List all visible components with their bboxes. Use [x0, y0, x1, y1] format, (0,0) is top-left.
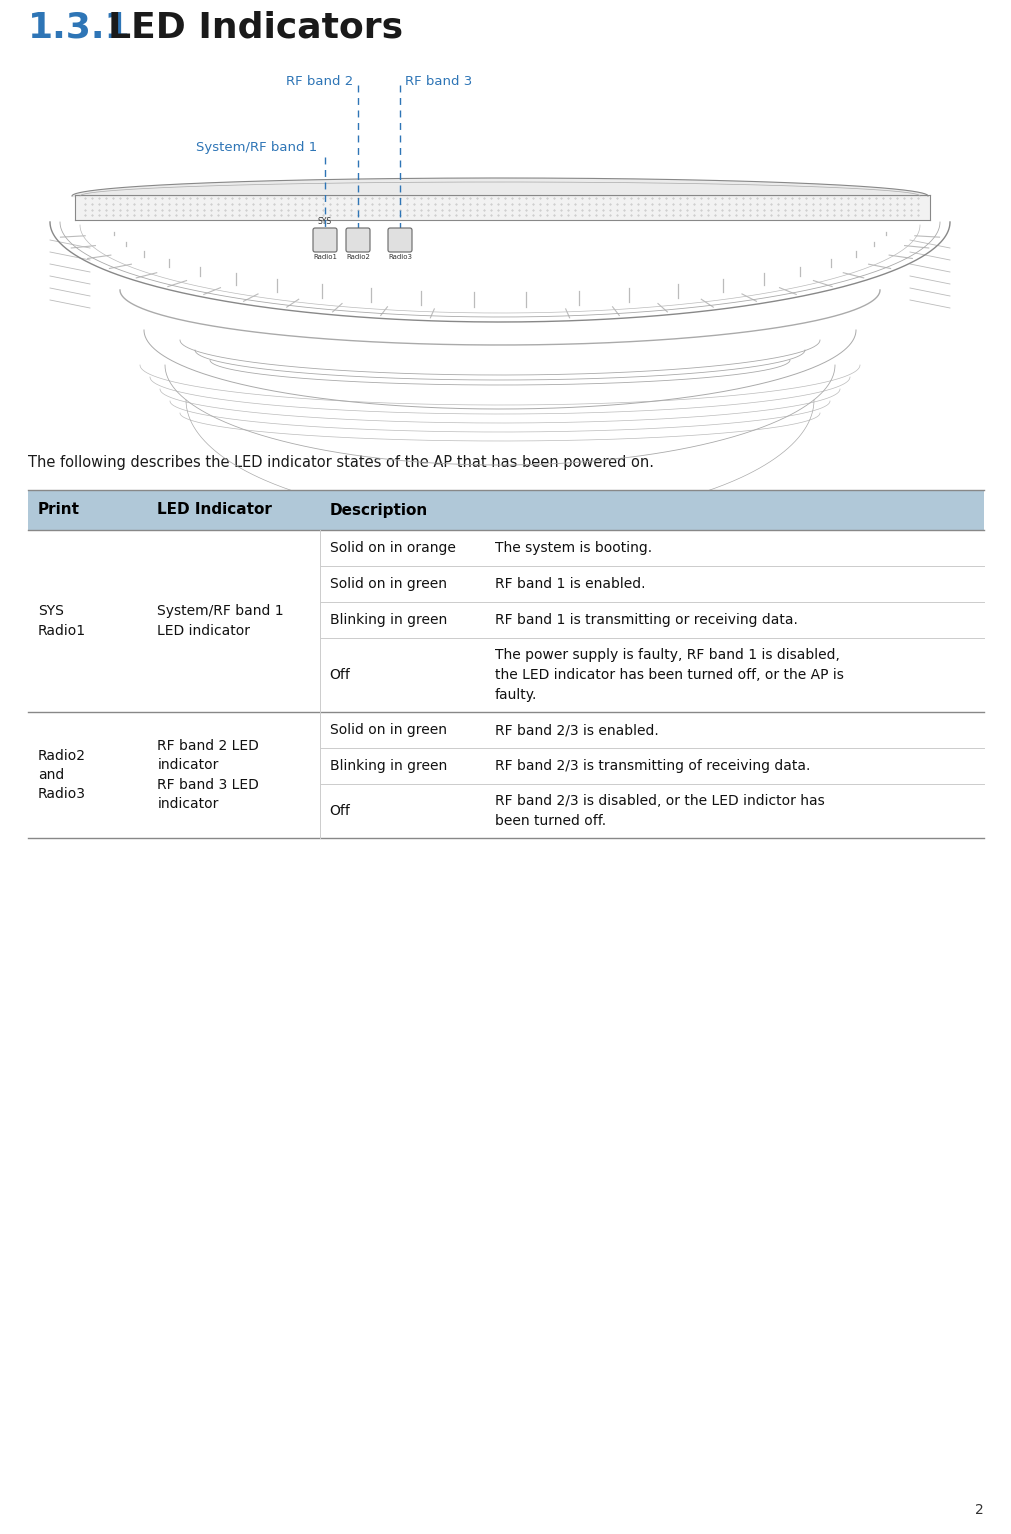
Text: Radio1: Radio1	[312, 255, 337, 259]
Text: RF band 1 is transmitting or receiving data.: RF band 1 is transmitting or receiving d…	[494, 614, 797, 627]
Text: LED Indicator: LED Indicator	[158, 503, 272, 517]
Text: RF band 2/3 is enabled.: RF band 2/3 is enabled.	[494, 723, 658, 736]
Text: The system is booting.: The system is booting.	[494, 542, 651, 555]
Text: System/RF band 1
LED indicator: System/RF band 1 LED indicator	[158, 604, 284, 638]
Text: Solid on in orange: Solid on in orange	[330, 542, 455, 555]
Text: Off: Off	[330, 804, 350, 818]
Bar	[28, 712, 983, 838]
Text: Radio2: Radio2	[346, 255, 370, 259]
Text: RF band 3: RF band 3	[404, 75, 472, 87]
Text: SYS
Radio1: SYS Radio1	[38, 604, 86, 638]
Text: Solid on in green: Solid on in green	[330, 577, 446, 591]
Text: LED Indicators: LED Indicators	[108, 11, 402, 44]
Text: Blinking in green: Blinking in green	[330, 614, 447, 627]
Text: Blinking in green: Blinking in green	[330, 759, 447, 773]
Text: Solid on in green: Solid on in green	[330, 723, 446, 736]
Text: SYS: SYS	[317, 216, 332, 225]
Text: Radio3: Radio3	[387, 255, 411, 259]
Text: RF band 1 is enabled.: RF band 1 is enabled.	[494, 577, 644, 591]
FancyBboxPatch shape	[312, 229, 337, 252]
Text: 1.3.1: 1.3.1	[28, 11, 130, 44]
Text: RF band 2/3 is disabled, or the LED indictor has
been turned off.: RF band 2/3 is disabled, or the LED indi…	[494, 795, 824, 828]
Text: 2: 2	[975, 1503, 983, 1517]
Bar	[28, 489, 983, 531]
FancyBboxPatch shape	[387, 229, 411, 252]
Bar	[28, 531, 983, 712]
Text: The following describes the LED indicator states of the AP that has been powered: The following describes the LED indicato…	[28, 456, 653, 469]
Text: RF band 2/3 is transmitting of receiving data.: RF band 2/3 is transmitting of receiving…	[494, 759, 809, 773]
Text: System/RF band 1: System/RF band 1	[195, 141, 316, 155]
FancyBboxPatch shape	[346, 229, 370, 252]
Text: Description: Description	[330, 503, 428, 517]
Text: The power supply is faulty, RF band 1 is disabled,
the LED indicator has been tu: The power supply is faulty, RF band 1 is…	[494, 649, 842, 701]
Text: Off: Off	[330, 667, 350, 683]
Text: RF band 2 LED
indicator
RF band 3 LED
indicator: RF band 2 LED indicator RF band 3 LED in…	[158, 739, 259, 811]
Text: RF band 2: RF band 2	[285, 75, 353, 87]
Text: Radio2
and
Radio3: Radio2 and Radio3	[38, 749, 86, 801]
Bar	[75, 195, 929, 219]
Text: Print: Print	[38, 503, 80, 517]
